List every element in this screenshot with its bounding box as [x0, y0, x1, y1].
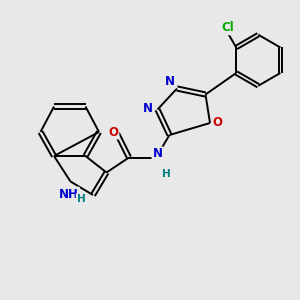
- Text: H: H: [162, 169, 171, 179]
- Text: NH: NH: [59, 188, 79, 201]
- Text: O: O: [212, 116, 223, 129]
- Text: O: O: [108, 125, 118, 139]
- Text: N: N: [143, 101, 153, 115]
- Text: N: N: [152, 147, 163, 161]
- Text: N: N: [164, 75, 175, 88]
- Text: Cl: Cl: [222, 21, 234, 34]
- Text: H: H: [76, 194, 85, 204]
